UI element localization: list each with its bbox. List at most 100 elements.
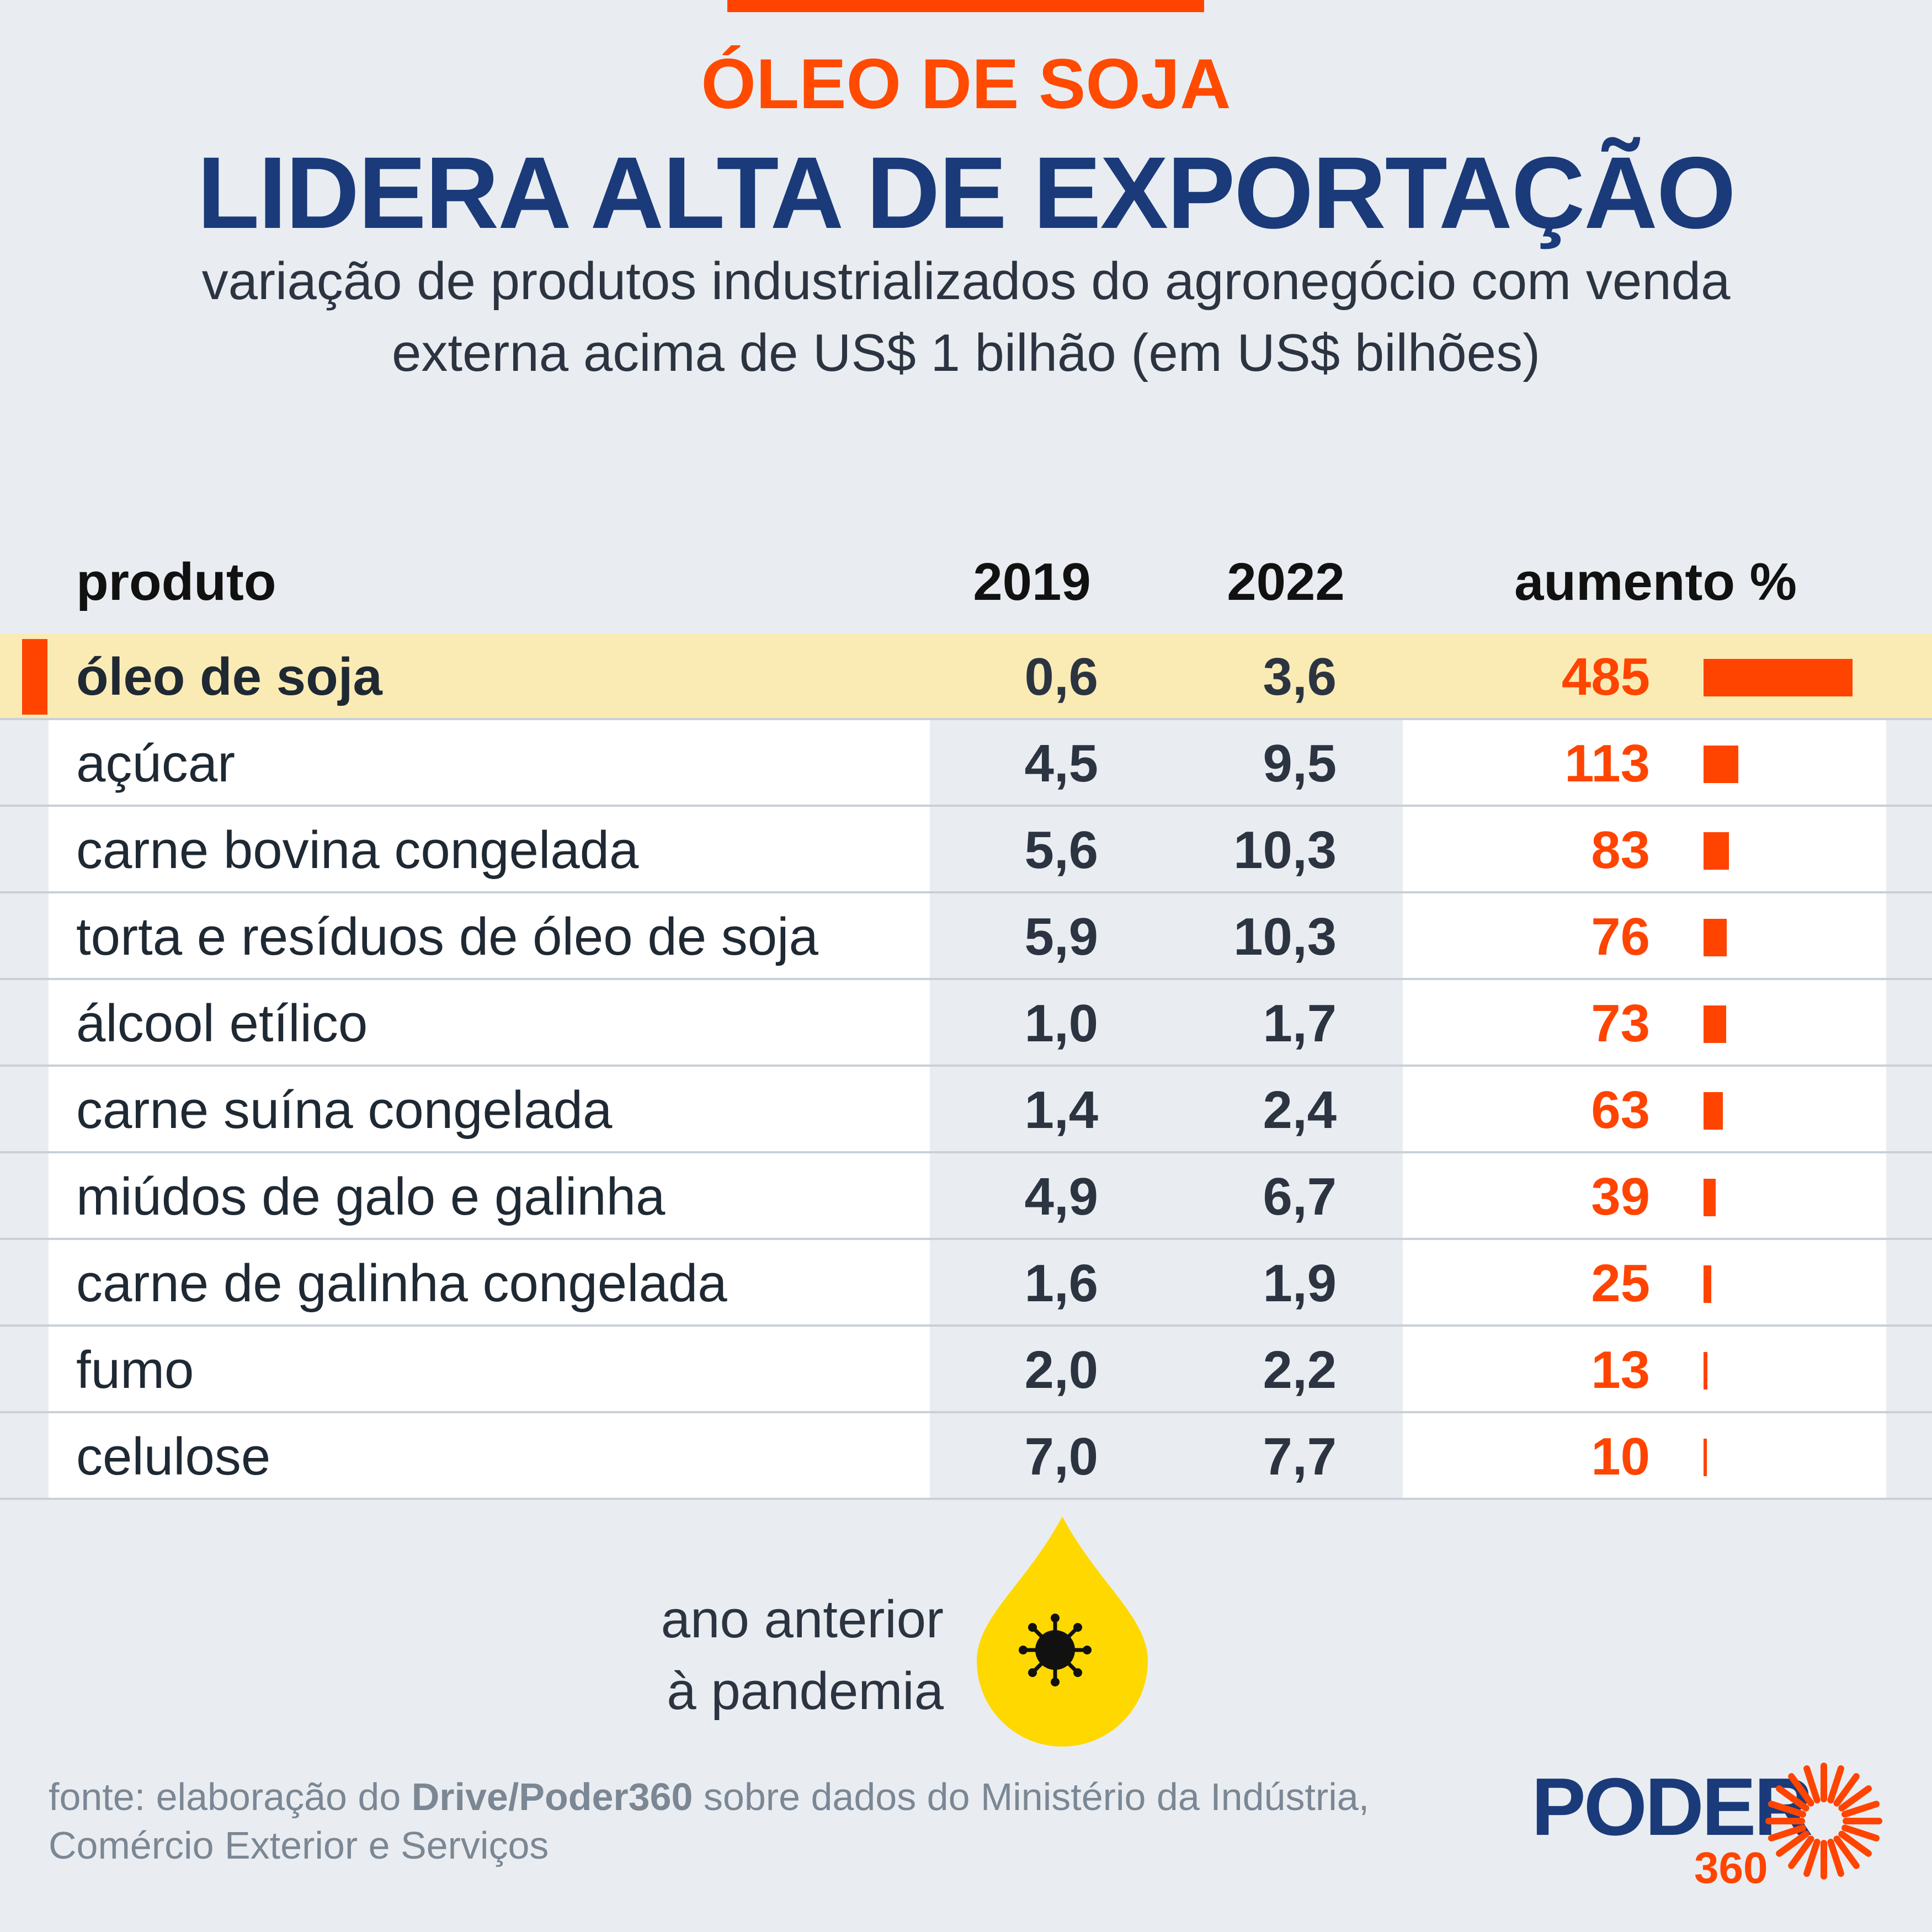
source-suffix: sobre dados do Ministério da Indústria,: [693, 1775, 1370, 1818]
row-separator: [0, 805, 1932, 807]
logo-ray: [1803, 1765, 1821, 1803]
row-bg-right: [1403, 807, 1886, 892]
increase-bar: [1704, 1005, 1726, 1043]
logo-ray: [1827, 1839, 1844, 1877]
top-accent-bar: [727, 0, 1204, 12]
row-bg-right: [1403, 893, 1886, 978]
row-bg-left: [49, 980, 930, 1065]
product-cell: torta e resíduos de óleo de soja: [76, 907, 818, 966]
increase-cell: 76: [1591, 907, 1650, 966]
value-2022-cell: 2,4: [1263, 1081, 1337, 1140]
logo-ray: [1776, 1785, 1809, 1812]
row-bg-right: [1403, 1153, 1886, 1238]
virus-drop-icon: [977, 1516, 1148, 1747]
value-2022-cell: 9,5: [1263, 734, 1337, 793]
increase-cell: 13: [1591, 1340, 1650, 1399]
logo-ray: [1803, 1839, 1821, 1877]
row-separator: [0, 1411, 1932, 1413]
value-2022-cell: 1,9: [1263, 1254, 1337, 1313]
poder360-logo: PODER 360: [1531, 1761, 1885, 1893]
increase-cell: 10: [1591, 1427, 1650, 1486]
increase-bar: [1704, 1092, 1723, 1130]
row-bg-left: [49, 1240, 930, 1325]
row-bg-right: [1403, 1240, 1886, 1325]
source-line-1: fonte: elaboração do Drive/Poder360 sobr…: [49, 1773, 1428, 1821]
value-2022-cell: 6,7: [1263, 1167, 1337, 1226]
subtitle-line-1: variação de produtos industrializados do…: [201, 252, 1731, 311]
increase-bar: [1704, 919, 1727, 956]
value-2022-cell: 10,3: [1233, 907, 1337, 966]
value-2019-cell: 7,0: [1024, 1427, 1098, 1486]
kicker-title: ÓLEO DE SOJA: [701, 45, 1231, 124]
increase-bar: [1704, 1179, 1716, 1216]
logo-ray: [1768, 1801, 1806, 1818]
logo-number: 360: [1694, 1843, 1768, 1892]
product-cell: celulose: [76, 1427, 271, 1486]
table-row: açúcar 4,5 9,5 113: [0, 720, 1932, 807]
logo-ray: [1841, 1801, 1880, 1818]
table-row: fumo 2,0 2,2 13: [0, 1327, 1932, 1413]
table-row: carne suína congelada 1,4 2,4 63: [0, 1067, 1932, 1153]
increase-cell: 39: [1591, 1167, 1650, 1226]
logo-ray: [1841, 1824, 1880, 1841]
subtitle: variação de produtos industrializados do…: [55, 246, 1877, 389]
product-cell: carne suína congelada: [76, 1081, 613, 1140]
column-header-2019: 2019: [973, 552, 1091, 611]
subtitle-line-2: externa acima de US$ 1 bilhão (em US$ bi…: [391, 323, 1541, 382]
row-bg-left: [49, 807, 930, 892]
product-cell: carne bovina congelada: [76, 821, 639, 880]
value-2022-cell: 2,2: [1263, 1340, 1337, 1399]
logo-ray: [1838, 1785, 1872, 1812]
product-cell: miúdos de galo e galinha: [76, 1167, 666, 1226]
row-bg-right: [1403, 1327, 1886, 1412]
value-2022-cell: 1,7: [1263, 994, 1337, 1053]
legend-line-1: ano anterior: [661, 1590, 944, 1649]
table-row: carne bovina congelada 5,6 10,3 83: [0, 807, 1932, 893]
row-bg-right: [1403, 980, 1886, 1065]
legend-label: ano anterior à pandemia: [568, 1584, 944, 1727]
row-separator: [0, 718, 1932, 720]
table-row-highlighted: óleo de soja 0,6 3,6 485: [0, 634, 1932, 720]
column-header-increase: aumento %: [1514, 552, 1797, 611]
row-separator: [0, 1324, 1932, 1327]
product-cell: óleo de soja: [76, 647, 382, 706]
legend-line-2: à pandemia: [667, 1662, 944, 1721]
logo-ray: [1776, 1830, 1809, 1857]
row-separator: [0, 1238, 1932, 1240]
increase-bar: [1704, 832, 1729, 870]
row-separator: [0, 978, 1932, 980]
row-bg-right: [1403, 720, 1886, 805]
row-bg-right: [1403, 1413, 1886, 1498]
logo-ray: [1788, 1773, 1814, 1807]
main-title: LIDERA ALTA DE EXPORTAÇÃO: [197, 136, 1736, 250]
increase-bar: [1704, 1352, 1707, 1390]
increase-cell: 113: [1564, 734, 1650, 793]
increase-cell: 83: [1591, 821, 1650, 880]
value-2022-cell: 3,6: [1263, 647, 1337, 706]
increase-bar: [1704, 659, 1853, 696]
row-bg-right: [1403, 1067, 1886, 1152]
logo-sun-icon: [1765, 1763, 1882, 1880]
source-note: fonte: elaboração do Drive/Poder360 sobr…: [49, 1773, 1428, 1870]
logo-ray: [1827, 1765, 1844, 1803]
logo-word: PODER: [1531, 1761, 1813, 1853]
row-bg-left: [49, 1153, 930, 1238]
logo-ray: [1838, 1830, 1872, 1857]
source-line-2: Comércio Exterior e Serviços: [49, 1824, 549, 1867]
row-bg-left: [49, 720, 930, 805]
row-separator: [0, 1498, 1932, 1500]
increase-bar: [1704, 1265, 1711, 1303]
logo-ray: [1768, 1824, 1806, 1841]
increase-bar: [1704, 746, 1738, 783]
row-bg-left: [49, 893, 930, 978]
source-publisher: Drive/Poder360: [411, 1775, 693, 1818]
product-cell: carne de galinha congelada: [76, 1254, 727, 1313]
product-cell: açúcar: [76, 734, 236, 793]
table-row: celulose 7,0 7,7 10: [0, 1413, 1932, 1500]
value-2019-cell: 1,6: [1024, 1254, 1098, 1313]
row-separator: [0, 1151, 1932, 1153]
product-cell: álcool etílico: [76, 994, 368, 1053]
row-bg-left: [49, 1413, 930, 1498]
row-bg-left: [49, 1067, 930, 1152]
column-header-2022: 2022: [1227, 552, 1345, 611]
